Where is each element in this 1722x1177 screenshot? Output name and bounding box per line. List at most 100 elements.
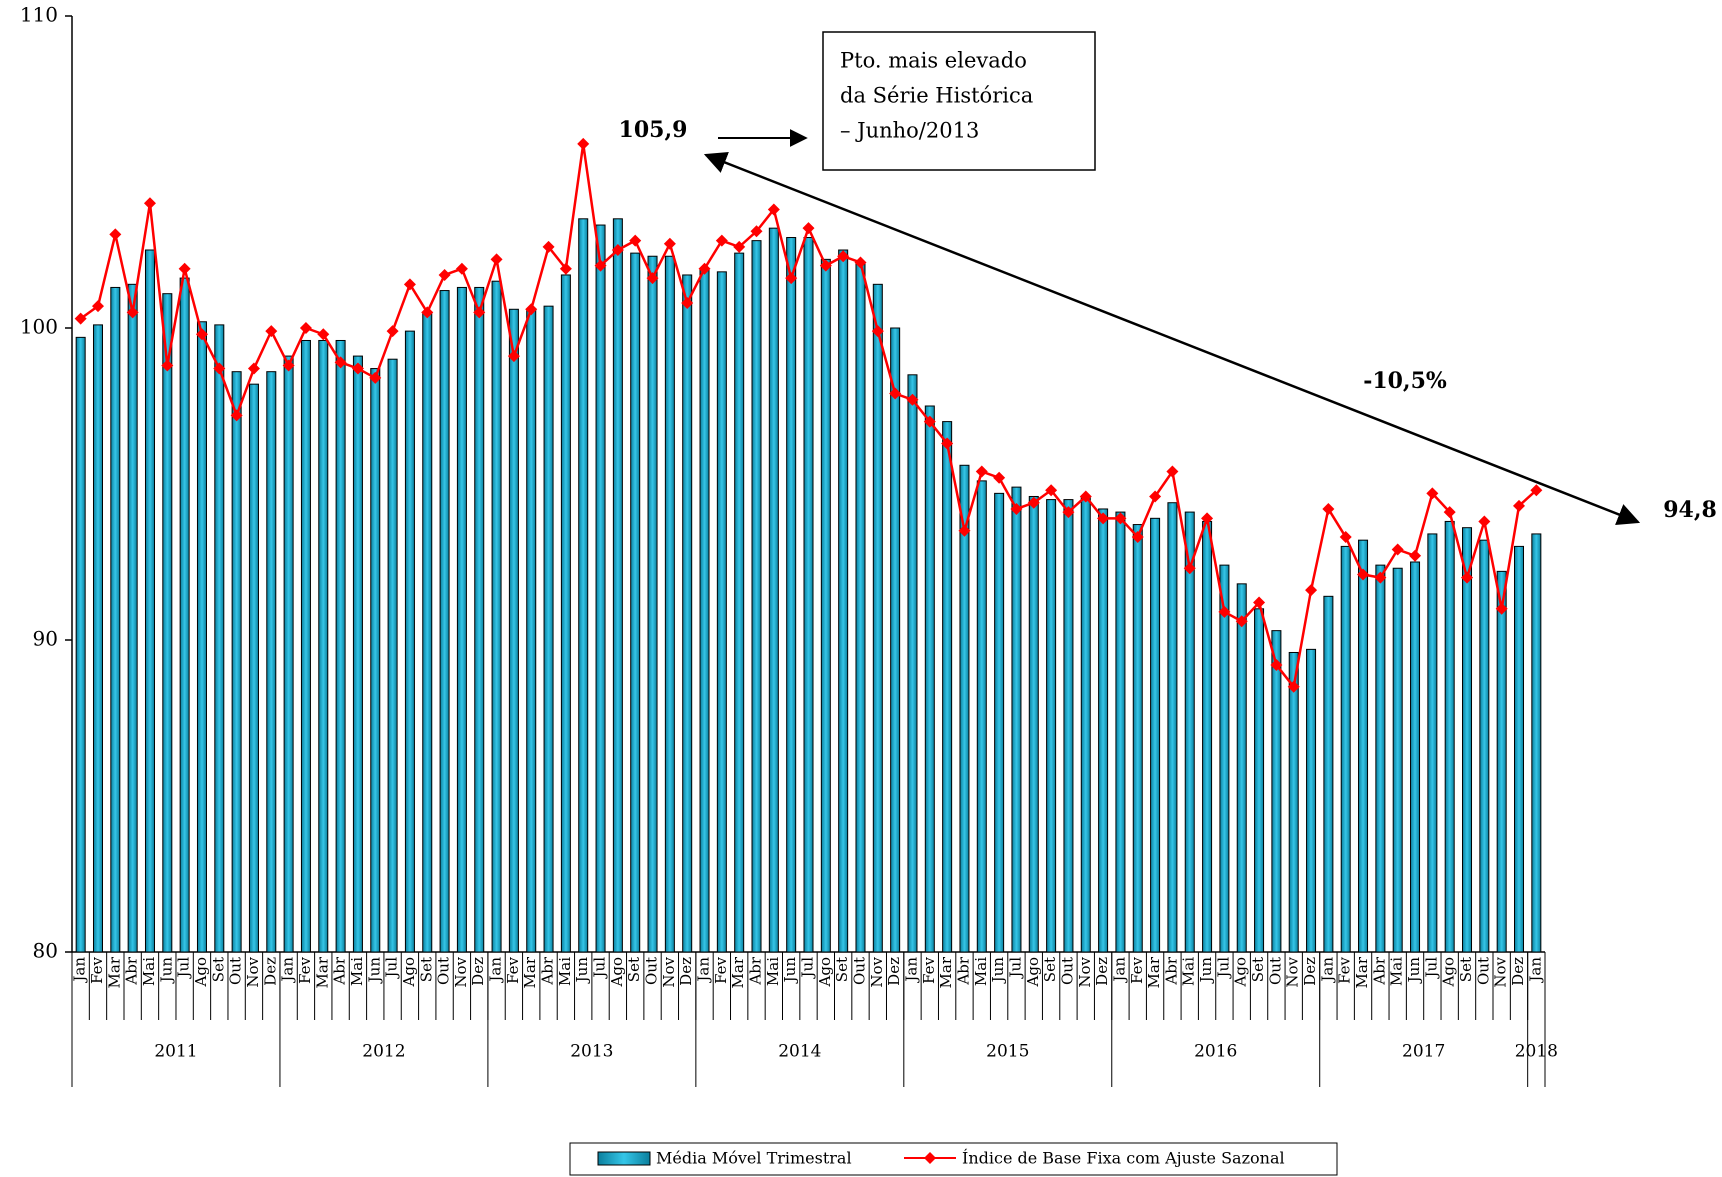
line-marker [507,350,520,363]
x-tick-label: Abr [1162,956,1180,985]
x-tick-label: Ago [192,957,210,987]
y-tick-label: 90 [33,627,58,651]
line-marker [975,465,988,478]
x-tick-label: Nov [452,956,470,987]
x-tick-label: Jan [1110,957,1128,984]
bar [1306,648,1317,953]
line-marker [559,262,572,275]
bar [266,371,277,953]
line-marker [317,328,330,341]
x-tick-label: Set [625,957,643,982]
line-marker [91,300,104,313]
x-tick-label: Dez [677,957,695,986]
x-tick-label: Out [435,957,453,985]
bar [144,249,155,953]
arrow [703,151,1641,526]
legend-label: Média Móvel Trimestral [656,1149,852,1168]
x-tick-label: Nov [660,956,678,987]
year-label: 2012 [362,1042,405,1062]
line-marker [74,312,87,325]
x-tick-label: Set [209,957,227,982]
bar [1098,508,1109,953]
annotation-text: da Série Histórica [840,84,1033,108]
bar [1288,651,1299,953]
x-tick-label: Out [850,957,868,985]
bar [1392,567,1403,953]
x-tick-label: Mai [764,957,782,986]
bar [942,421,953,953]
x-tick-label: Mai [556,957,574,986]
line-marker [143,197,156,210]
line-marker [1183,562,1196,575]
x-tick-label: Jun [781,957,799,985]
x-tick-label: Mar [105,956,123,988]
x-tick-label: Mai [972,957,990,986]
x-tick-label: Fev [88,956,106,983]
line-marker [1339,531,1352,544]
bar [543,305,554,953]
x-tick-label: Set [1457,957,1475,982]
x-tick-label: Abr [539,956,557,985]
bar [595,224,606,953]
line-marker [1391,543,1404,556]
bar [872,283,883,953]
line-marker [542,240,555,253]
x-tick-label: Ago [1232,957,1250,987]
line-marker [282,359,295,372]
bar [647,255,658,953]
bar [1115,511,1126,953]
line-marker [403,278,416,291]
x-tick-label: Fev [296,956,314,983]
x-tick-label: Mai [1180,957,1198,986]
x-tick-label: Out [1058,957,1076,985]
bar [110,286,121,953]
line-marker [351,362,364,375]
bar [231,371,242,953]
x-tick-label: Ago [400,957,418,987]
bar [318,339,329,953]
x-tick-label: Jun [989,957,1007,985]
bar [976,480,987,953]
line-marker [178,262,191,275]
bar [404,330,415,953]
bar [907,374,918,953]
bar [300,339,311,953]
bar [768,227,779,953]
year-label: 2013 [570,1042,613,1062]
bar [248,383,259,953]
bar [1323,595,1334,953]
line-marker [1495,602,1508,615]
x-tick-label: Mar [937,956,955,988]
line-marker [1461,571,1474,584]
line-marker [1287,680,1300,693]
x-tick-label: Abr [1370,956,1388,985]
bar [612,218,623,953]
line-marker [386,325,399,338]
bar [335,339,346,953]
line-marker [1235,615,1248,628]
bar [1080,495,1091,953]
line-marker [646,272,659,285]
bar [162,293,173,953]
x-tick-label: Dez [1301,957,1319,986]
bar [786,237,797,953]
bar [474,286,485,953]
x-tick-label: Jun [1405,957,1423,985]
year-label: 2016 [1194,1042,1237,1062]
bar [699,268,710,953]
bar [196,321,207,953]
x-tick-label: Mai [348,957,366,986]
line-marker [455,262,468,275]
line-marker [299,322,312,334]
bar [92,324,103,953]
bar [1462,527,1473,953]
x-tick-label: Mai [140,957,158,986]
year-label: 2015 [986,1042,1029,1062]
bar [127,283,138,953]
bar [179,277,190,953]
line-marker [1322,502,1335,515]
line-marker [577,137,590,150]
bar [456,286,467,953]
bar [578,218,589,953]
line-marker [1253,596,1266,609]
